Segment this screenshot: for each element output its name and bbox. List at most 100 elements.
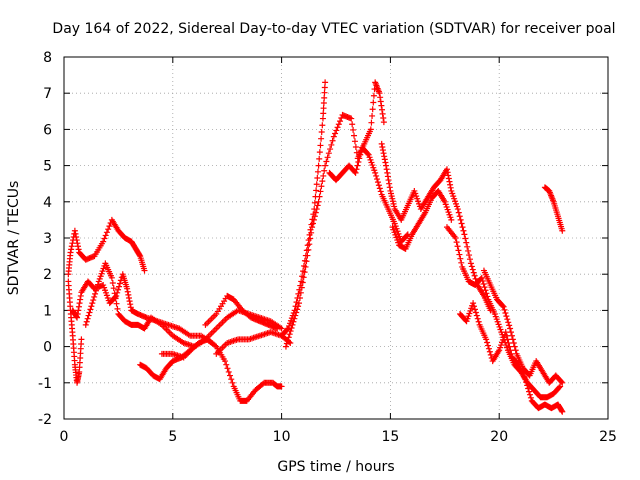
data-point <box>307 235 314 242</box>
data-point <box>471 303 478 310</box>
x-tick-label: 15 <box>381 429 399 445</box>
data-point <box>458 259 465 266</box>
data-point <box>380 150 387 157</box>
data-point <box>456 213 463 220</box>
data-point <box>74 240 81 247</box>
data-point <box>384 173 391 180</box>
data-point <box>77 292 84 299</box>
data-point <box>507 347 514 354</box>
data-point <box>320 100 327 107</box>
data-point <box>445 175 452 182</box>
data-point <box>452 235 459 241</box>
data-point <box>298 284 305 291</box>
data-point <box>87 306 94 313</box>
data-point <box>284 337 291 344</box>
data-point <box>473 312 480 319</box>
data-point <box>471 306 478 313</box>
data-point <box>381 156 388 163</box>
y-tick-label: -1 <box>38 376 52 392</box>
series-arc-17 <box>541 184 566 234</box>
data-point <box>224 365 231 372</box>
data-point <box>68 246 75 253</box>
data-point <box>447 184 454 191</box>
series-arc-9 <box>278 79 329 339</box>
data-point <box>300 274 307 281</box>
data-point <box>382 159 389 166</box>
series-arc-10 <box>282 79 387 350</box>
data-point <box>386 180 393 187</box>
data-point <box>465 247 472 254</box>
data-point <box>335 121 342 128</box>
data-point <box>357 151 364 158</box>
data-point <box>328 141 335 148</box>
data-point <box>318 135 325 142</box>
data-point <box>289 321 296 328</box>
data-point <box>403 232 410 239</box>
data-point <box>480 281 487 288</box>
data-point <box>471 272 478 279</box>
data-point <box>320 110 327 117</box>
data-point <box>67 249 74 256</box>
data-point <box>316 193 323 200</box>
data-point <box>379 143 386 150</box>
data-point <box>111 290 118 297</box>
data-point <box>223 361 230 368</box>
series-arc-11 <box>326 144 411 245</box>
y-tick-label: 3 <box>43 231 52 247</box>
data-point <box>446 178 453 185</box>
data-point <box>527 394 534 401</box>
data-point <box>321 94 328 101</box>
data-point <box>322 79 329 86</box>
data-point <box>77 296 84 303</box>
data-point <box>73 237 80 244</box>
data-point <box>86 309 93 316</box>
data-point <box>89 300 96 307</box>
data-point <box>559 408 566 415</box>
data-point <box>72 230 79 237</box>
data-point <box>109 279 116 286</box>
data-point <box>380 119 387 126</box>
y-tick-label: 7 <box>43 86 52 102</box>
data-point <box>506 343 513 350</box>
data-point <box>474 315 481 322</box>
series-arc-15 <box>457 300 566 415</box>
data-point <box>83 318 90 325</box>
y-axis-label: SDTVAR / TECUs <box>6 181 22 296</box>
data-point <box>309 220 316 227</box>
data-point <box>502 329 509 336</box>
data-point <box>559 379 566 386</box>
data-point <box>484 293 491 300</box>
data-point <box>469 266 476 273</box>
data-point <box>525 385 532 392</box>
data-point <box>511 343 518 350</box>
data-point <box>558 407 565 414</box>
data-point <box>349 121 356 128</box>
data-point <box>296 300 303 307</box>
data-point <box>386 184 393 191</box>
data-point <box>304 252 311 259</box>
data-point <box>370 99 377 106</box>
data-point <box>523 379 530 386</box>
data-point <box>464 243 471 250</box>
data-point <box>321 89 328 96</box>
data-point <box>305 246 312 253</box>
y-tick-label: 4 <box>43 195 52 211</box>
data-point <box>458 220 465 227</box>
data-point <box>321 167 328 174</box>
data-point <box>506 322 513 329</box>
data-point <box>486 348 493 355</box>
data-point <box>295 303 302 310</box>
data-point <box>112 295 119 302</box>
data-point <box>313 187 320 194</box>
data-point <box>317 188 324 195</box>
data-point <box>74 243 81 250</box>
data-point <box>316 149 323 156</box>
data-point <box>472 275 479 282</box>
data-point <box>125 291 132 298</box>
data-point <box>91 293 98 300</box>
data-point <box>278 383 285 390</box>
data-point <box>88 303 95 310</box>
series-arc-13 <box>389 187 455 252</box>
data-point <box>330 133 337 140</box>
data-point <box>323 158 330 165</box>
